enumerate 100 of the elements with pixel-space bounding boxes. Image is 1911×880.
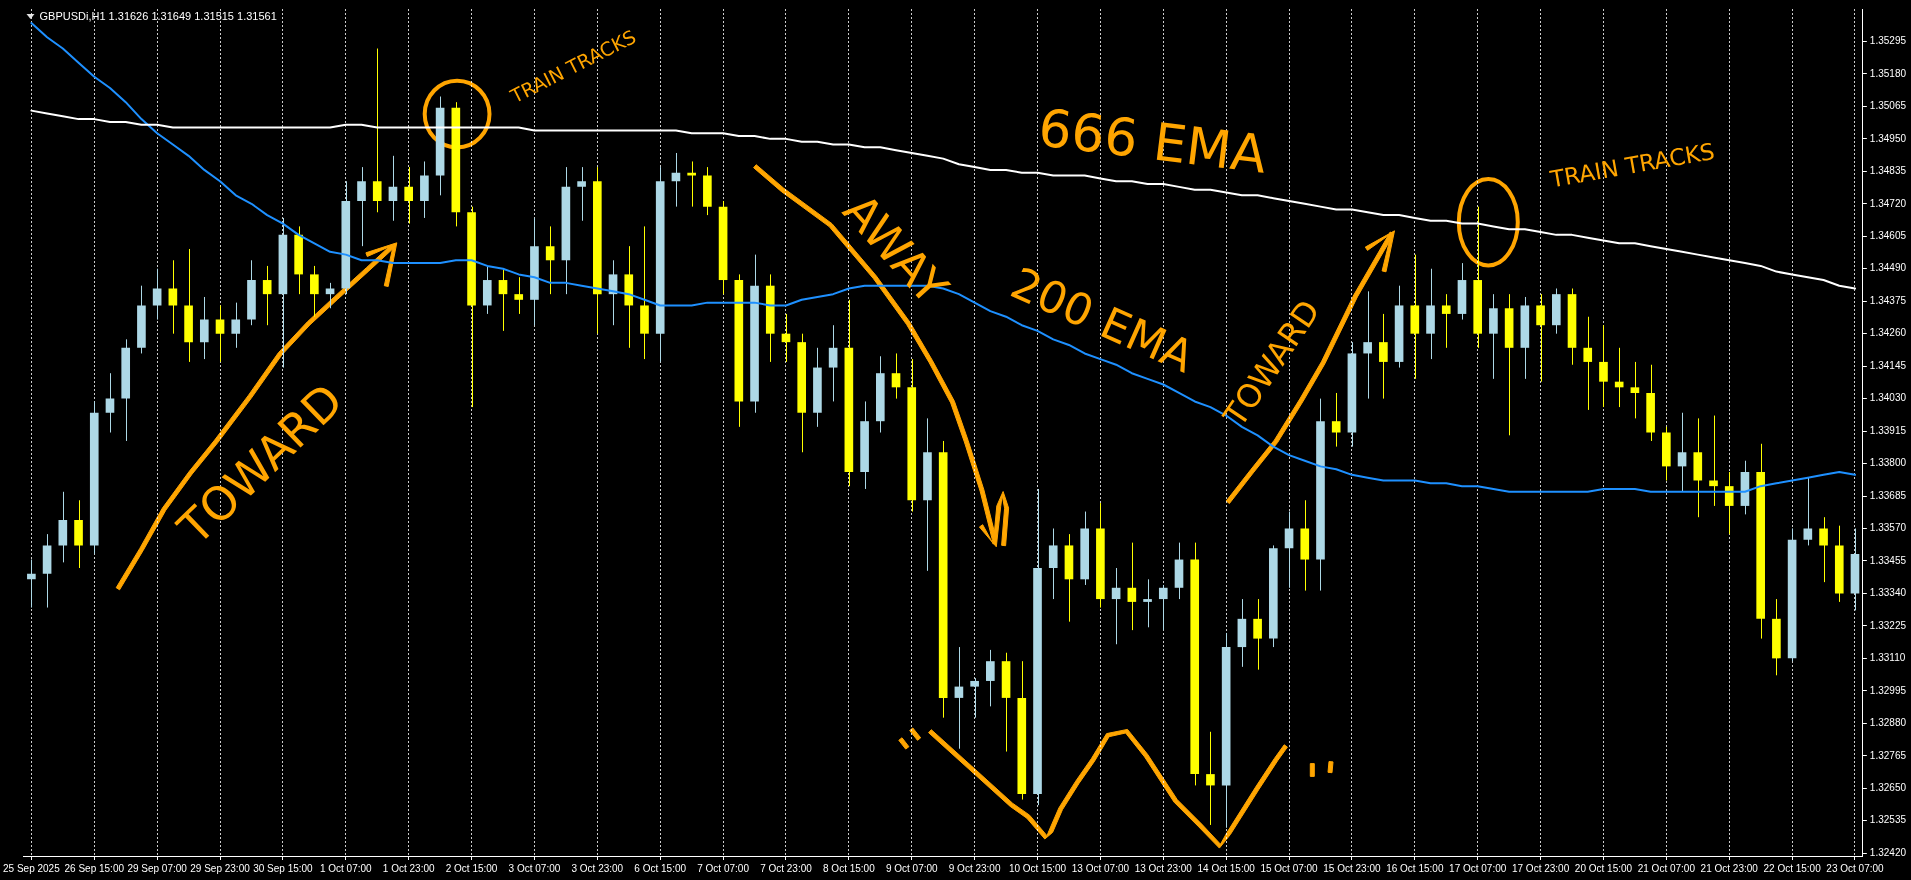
candlestick: [687, 160, 696, 208]
x-tick-label: 21 Oct 23:00: [1700, 862, 1759, 874]
candlestick: [404, 166, 413, 225]
candlestick: [1253, 598, 1262, 671]
x-tick-label: 6 Oct 15:00: [634, 862, 687, 874]
candlestick: [1300, 499, 1310, 592]
x-tick-label: 26 Sep 15:00: [64, 862, 125, 874]
candlestick: [89, 400, 99, 555]
candlestick: [1379, 313, 1388, 400]
candlestick: [923, 417, 932, 572]
candlestick: [1017, 660, 1027, 801]
candlestick: [938, 440, 948, 719]
candlestick: [357, 166, 366, 247]
x-tick-label: 8 Oct 15:00: [823, 862, 876, 874]
x-tick-label: 20 Oct 15:00: [1574, 862, 1633, 874]
candlestick: [514, 276, 524, 315]
candlestick: [1473, 206, 1483, 349]
candlestick: [1331, 392, 1341, 448]
x-tick-label: 13 Oct 07:00: [1071, 862, 1130, 874]
y-tick-label: 1.33570: [1869, 522, 1907, 534]
candlestick: [247, 259, 256, 326]
candlestick: [1316, 398, 1325, 592]
y-tick-label: 1.34950: [1869, 132, 1907, 144]
y-tick-label: 1.34375: [1869, 294, 1907, 306]
y-tick-label: 1.34605: [1869, 230, 1907, 242]
x-tick-label: 3 Oct 23:00: [571, 862, 624, 874]
y-tick-label: 1.35180: [1869, 67, 1907, 79]
candlestick: [860, 400, 869, 490]
candlestick: [1363, 290, 1372, 400]
x-tick-label: 29 Sep 23:00: [190, 862, 251, 874]
candlestick: [1834, 525, 1844, 603]
candlestick: [467, 206, 476, 408]
x-tick-label: 10 Oct 15:00: [1008, 862, 1067, 874]
y-tick-label: 1.34835: [1869, 165, 1907, 177]
candlestick: [1772, 598, 1781, 676]
candlestick: [137, 285, 146, 354]
candlestick: [1441, 293, 1451, 349]
x-tick-label: 14 Oct 15:00: [1197, 862, 1256, 874]
candlestick: [734, 273, 744, 428]
x-tick-label: 15 Oct 23:00: [1323, 862, 1381, 874]
candlestick: [199, 296, 209, 360]
x-tick-label: 7 Oct 23:00: [760, 862, 813, 874]
candlestick: [1410, 254, 1420, 380]
candlestick: [1489, 293, 1498, 380]
candlestick: [1206, 731, 1215, 826]
candlestick: [1048, 527, 1058, 600]
x-tick-label: 2 Oct 15:00: [445, 862, 498, 874]
candlestick: [1080, 511, 1089, 586]
candlestick: [1693, 417, 1703, 518]
candlestick: [986, 649, 995, 707]
candlestick: [58, 491, 68, 563]
y-tick-label: 1.33685: [1869, 489, 1907, 501]
candlestick: [1190, 542, 1200, 786]
x-tick-label: 17 Oct 07:00: [1449, 862, 1507, 874]
candlestick: [577, 166, 586, 222]
x-tick-label: 3 Oct 07:00: [508, 862, 561, 874]
y-tick-label: 1.35065: [1869, 100, 1907, 112]
x-tick-label: 23 Oct 07:00: [1826, 862, 1885, 874]
x-tick-label: 17 Oct 23:00: [1511, 862, 1570, 874]
text: 666 EMA: [1035, 97, 1271, 185]
candlestick: [420, 160, 429, 219]
candlestick: [1599, 324, 1608, 408]
y-tick-label: 1.32420: [1869, 846, 1907, 858]
candlestick: [231, 302, 241, 349]
candlestick: [1551, 288, 1561, 335]
candlestick: [74, 499, 83, 569]
candlestick: [655, 166, 665, 363]
x-tick-label: 30 Sep 15:00: [253, 862, 314, 874]
y-tick-label: 1.32765: [1869, 749, 1907, 761]
y-tick-label: 1.33455: [1869, 554, 1907, 566]
candlestick: [593, 166, 602, 335]
y-tick-label: 1.32535: [1869, 814, 1907, 826]
candlestick: [1143, 578, 1152, 628]
candlestick: [341, 180, 351, 295]
y-tick-label: 1.32880: [1869, 717, 1907, 729]
y-tick-label: 1.32650: [1869, 781, 1907, 793]
candlestick: [1426, 268, 1435, 360]
y-tick-label: 1.33800: [1869, 457, 1907, 469]
candlestick: [907, 358, 917, 513]
candlestick: [703, 166, 712, 216]
y-tick-label: 1.33110: [1869, 652, 1906, 664]
x-tick-label: 1 Oct 23:00: [382, 862, 435, 874]
x-tick-label: 7 Oct 07:00: [697, 862, 750, 874]
y-tick-label: 1.32995: [1869, 684, 1907, 696]
candlestick: [121, 338, 131, 442]
x-tick-label: 25 Sep 2025: [3, 862, 61, 874]
x-tick-label: 29 Sep 07:00: [127, 862, 188, 874]
candlestick: [482, 265, 492, 315]
y-tick-label: 1.33340: [1869, 587, 1907, 599]
x-tick-label: 13 Oct 23:00: [1134, 862, 1193, 874]
y-tick-label: 1.33915: [1869, 424, 1907, 436]
candlestick: [262, 265, 272, 326]
text: 200 EMA: [1003, 257, 1202, 383]
y-tick-label: 1.34720: [1869, 197, 1907, 209]
candlestick: [640, 225, 649, 360]
x-tick-label: 16 Oct 15:00: [1386, 862, 1444, 874]
candlestick: [813, 347, 822, 428]
x-tick-label: 22 Oct 15:00: [1763, 862, 1822, 874]
candlestick: [1819, 516, 1828, 583]
candlestick: [970, 677, 979, 719]
